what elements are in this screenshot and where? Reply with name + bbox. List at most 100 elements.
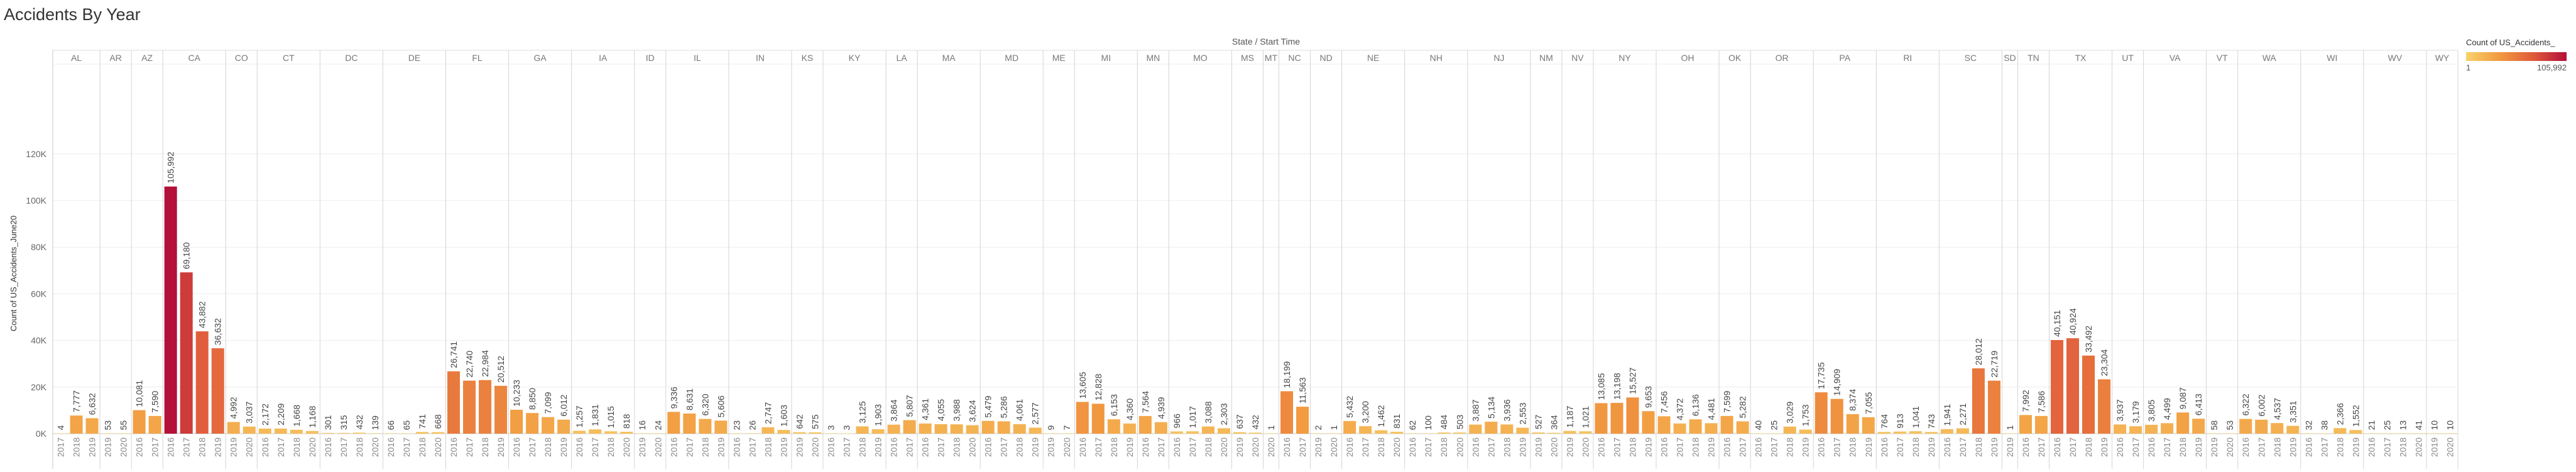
bar bbox=[2349, 430, 2362, 434]
x-tick-label: 2018 bbox=[1911, 437, 1921, 457]
bar-value-label: 7,992 bbox=[2021, 390, 2031, 412]
bar-value-label: 5,432 bbox=[1345, 396, 1355, 418]
bar bbox=[70, 415, 83, 434]
bar-value-label: 22,719 bbox=[1989, 351, 1999, 378]
bar bbox=[1422, 433, 1435, 434]
x-tick-label: 2017 bbox=[2068, 437, 2078, 457]
bar bbox=[981, 420, 995, 434]
bar-value-label: 26 bbox=[747, 420, 757, 431]
state-header-label: NH bbox=[1430, 53, 1443, 63]
bar-value-label: 432 bbox=[354, 415, 364, 430]
bar bbox=[1799, 429, 1812, 434]
bar bbox=[2286, 425, 2300, 434]
state-header-label: DC bbox=[345, 53, 357, 63]
x-tick-label: 2016 bbox=[2115, 437, 2125, 457]
bar-value-label: 1,041 bbox=[1911, 406, 1921, 428]
x-tick-label: 2020 bbox=[621, 437, 631, 457]
x-tick-label: 2016 bbox=[386, 437, 396, 457]
x-tick-label: 2017 bbox=[1093, 437, 1103, 457]
bar bbox=[589, 429, 602, 434]
y-tick-label: 20K bbox=[31, 382, 47, 392]
state-header-label: ID bbox=[646, 53, 655, 63]
bar-value-label: 9,087 bbox=[2178, 387, 2188, 409]
bar bbox=[1532, 432, 1545, 434]
x-tick-label: 2018 bbox=[417, 437, 427, 457]
bar bbox=[620, 431, 633, 434]
bar bbox=[1516, 427, 1529, 434]
bar-value-label: 66 bbox=[386, 420, 396, 431]
x-tick-label: 2019 bbox=[1313, 437, 1323, 457]
x-tick-label: 2017 bbox=[464, 437, 474, 457]
bar-value-label: 1,017 bbox=[1187, 406, 1198, 428]
bar bbox=[1123, 423, 1136, 434]
x-tick-label: 2016 bbox=[2303, 437, 2313, 457]
bar-value-label: 1,941 bbox=[1942, 404, 1952, 426]
bar-value-label: 4,481 bbox=[1706, 398, 1716, 420]
state-header-label: IN bbox=[756, 53, 765, 63]
x-tick-label: 2016 bbox=[889, 437, 899, 457]
x-tick-label: 2016 bbox=[2240, 437, 2251, 457]
bar bbox=[195, 331, 209, 434]
bar bbox=[2161, 423, 2174, 434]
bar-value-label: 4,055 bbox=[936, 399, 946, 421]
state-header-label: SD bbox=[2004, 53, 2016, 63]
state-header-label: MN bbox=[1146, 53, 1160, 63]
x-tick-label: 2017 bbox=[590, 437, 600, 457]
x-tick-label: 2016 bbox=[166, 437, 176, 457]
bar-value-label: 831 bbox=[1392, 414, 1402, 429]
bar-value-label: 5,606 bbox=[716, 395, 726, 417]
bar-value-label: 5,479 bbox=[983, 395, 993, 417]
bar-value-label: 7,456 bbox=[1659, 391, 1669, 413]
x-tick-label: 2019 bbox=[1864, 437, 1874, 457]
x-tick-label: 2016 bbox=[2146, 437, 2156, 457]
state-header-label: VA bbox=[2169, 53, 2181, 63]
x-tick-label: 2019 bbox=[1706, 437, 1716, 457]
x-tick-label: 2020 bbox=[370, 437, 380, 457]
x-tick-label: 2019 bbox=[103, 437, 113, 457]
state-header-label: IA bbox=[599, 53, 608, 63]
x-tick-label: 2018 bbox=[858, 437, 868, 457]
bar-value-label: 40,151 bbox=[2052, 310, 2062, 337]
bar bbox=[1469, 424, 1482, 434]
y-tick-label: 120K bbox=[26, 149, 46, 159]
bar bbox=[1767, 433, 1781, 434]
bar-value-label: 4,939 bbox=[1156, 397, 1166, 419]
bar bbox=[526, 413, 539, 434]
bar bbox=[856, 426, 869, 434]
bar-value-label: 3,988 bbox=[952, 399, 962, 421]
legend-min-label: 1 bbox=[2466, 63, 2471, 72]
bar-value-label: 6,413 bbox=[2193, 393, 2203, 415]
bar bbox=[2019, 415, 2032, 434]
x-tick-label: 2019 bbox=[2209, 437, 2219, 457]
x-tick-label: 2017 bbox=[2131, 437, 2141, 457]
bar-value-label: 10,081 bbox=[134, 380, 145, 407]
x-tick-label: 2019 bbox=[1125, 437, 1135, 457]
x-tick-label: 2018 bbox=[952, 437, 962, 457]
bars: 4 2017 7,777 2018 6,632 2019 53 2019 55 2020 10,08… bbox=[54, 151, 2457, 457]
bar-value-label: 668 bbox=[433, 414, 443, 429]
color-legend: Count of US_Accidents_ 1 105,992 bbox=[2466, 38, 2573, 73]
bar-value-label: 4 bbox=[56, 425, 66, 430]
bar-value-label: 14,909 bbox=[1832, 369, 1842, 396]
x-tick-label: 2019 bbox=[496, 437, 506, 457]
bar-value-label: 2,366 bbox=[2335, 403, 2345, 425]
bar-value-label: 3,936 bbox=[1502, 399, 1512, 421]
x-tick-label: 2020 bbox=[1250, 437, 1260, 457]
bar bbox=[1909, 431, 1922, 434]
x-tick-label: 2018 bbox=[1627, 437, 1637, 457]
bar-value-label: 55 bbox=[119, 420, 129, 431]
bar-value-label: 36,632 bbox=[213, 318, 223, 345]
state-header-label: OH bbox=[1681, 53, 1695, 63]
x-tick-label: 2020 bbox=[1329, 437, 1339, 457]
bar bbox=[1248, 432, 1262, 434]
state-header-label: WV bbox=[2388, 53, 2403, 63]
bar bbox=[824, 433, 838, 434]
bar bbox=[2255, 419, 2268, 434]
bar bbox=[2428, 433, 2441, 434]
bar bbox=[2224, 433, 2237, 434]
bar-value-label: 6,136 bbox=[1691, 394, 1701, 416]
x-tick-label: 2016 bbox=[1659, 437, 1669, 457]
y-axis-ticks: 0K 20K 40K 60K 80K 100K 120K bbox=[26, 149, 46, 439]
bar-value-label: 764 bbox=[1879, 414, 1889, 429]
bar bbox=[1201, 426, 1214, 434]
